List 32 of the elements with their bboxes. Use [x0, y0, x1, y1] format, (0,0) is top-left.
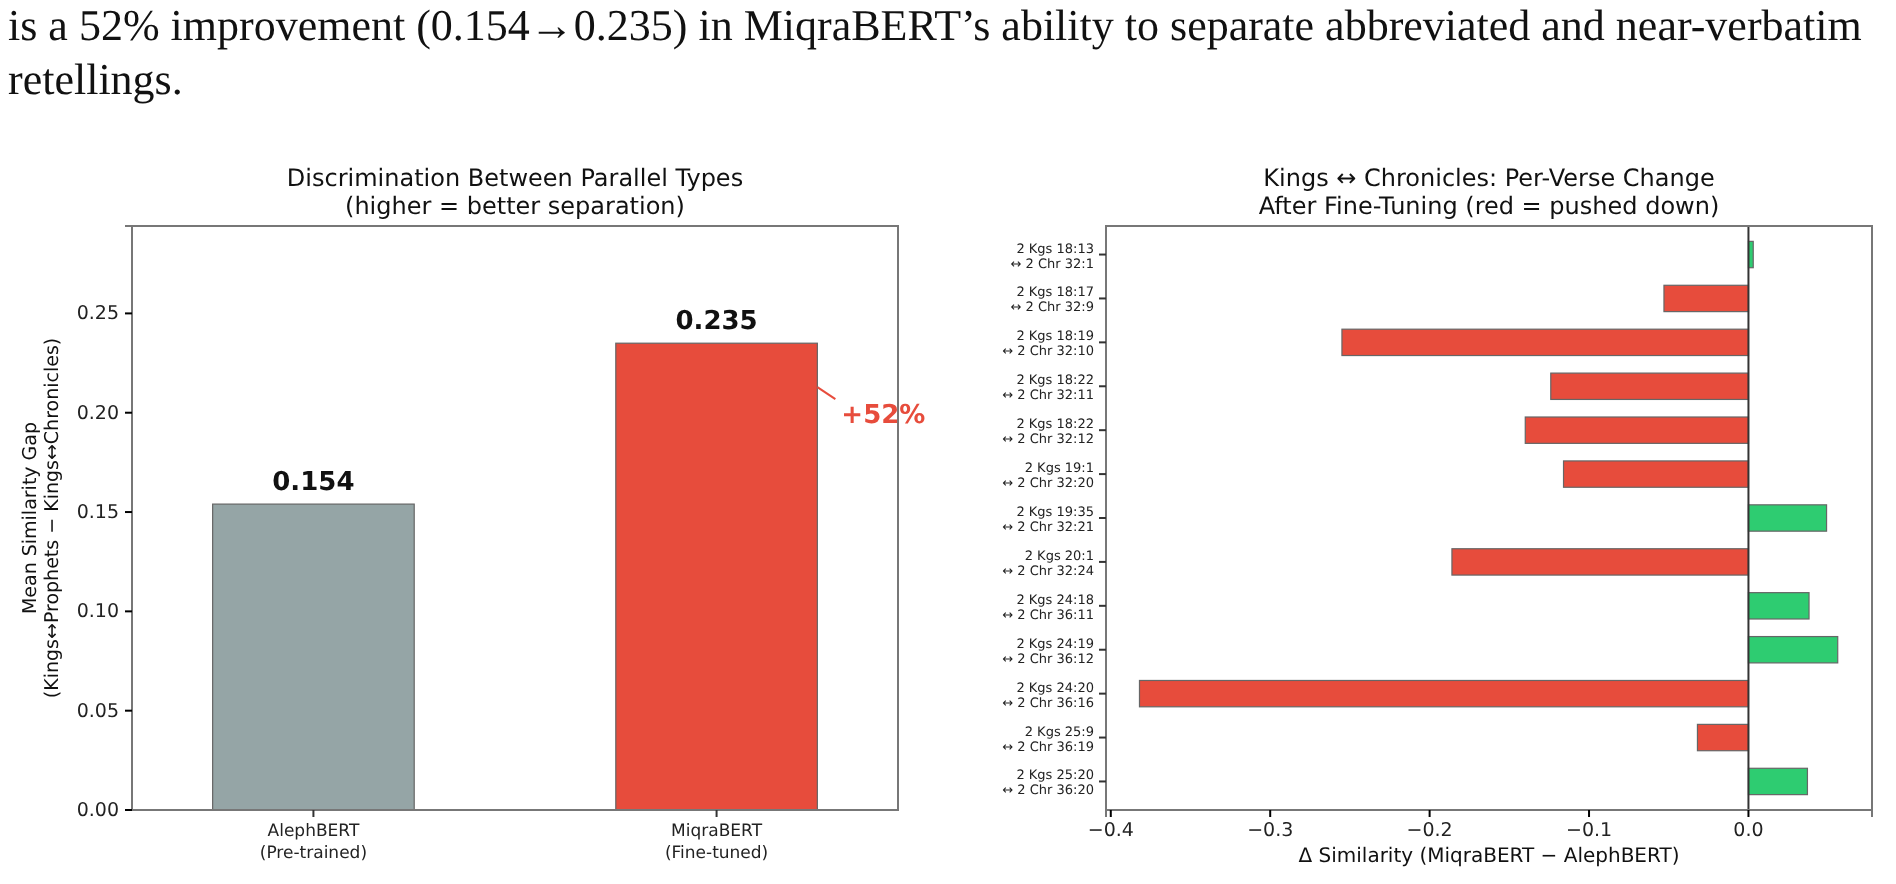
bar: [1747, 635, 1839, 664]
bar: [1524, 416, 1750, 444]
x-tick-label: −0.4: [1087, 820, 1134, 843]
x-tick-label: MiqraBERT (Fine-tuned): [664, 822, 769, 864]
y-tick-label: 0.15: [76, 502, 119, 525]
chart-title: Discrimination Between Parallel Types (higher = better separation): [286, 164, 744, 220]
y-tick-label: 0.05: [76, 700, 119, 723]
bar: [1696, 723, 1750, 752]
bar: [1747, 592, 1810, 620]
bar: [1562, 460, 1750, 488]
y-tick-label: 0.25: [76, 303, 119, 326]
bar: [1747, 504, 1828, 532]
bar: [1747, 767, 1809, 796]
y-tick-label: 0.00: [76, 800, 119, 823]
x-tick-label: AlephBERT (Pre-trained): [259, 822, 368, 864]
chart-title: Kings ↔ Chronicles: Per-Verse Change After Fine-Tuning (red = pushed down): [1258, 164, 1720, 220]
x-tick-label: −0.3: [1247, 820, 1294, 843]
bar: [1663, 284, 1750, 313]
data-label: 0.235: [675, 307, 758, 338]
text: is a 52% improvement (0.154→0.235) in MiqraBERT’s ability to separate abbreviated and near-verbatim retellings.: [8, 0, 1862, 104]
y-axis-title: Mean Similarity Gap (Kings↔Prophets − Kings↔Chronicles): [20, 337, 64, 699]
bar: [1341, 328, 1750, 357]
bar: [1451, 548, 1750, 576]
y-tick-label: 0.20: [76, 402, 119, 425]
data-label: 0.154: [272, 468, 355, 499]
x-axis-title: Δ Similarity (MiqraBERT − AlephBERT): [1298, 846, 1680, 868]
x-tick-label: −0.1: [1565, 820, 1613, 843]
x-tick-label: −0.2: [1406, 820, 1453, 843]
y-tick-label: 0.10: [76, 601, 119, 624]
x-tick-label: 0.0: [1733, 820, 1764, 843]
bar: [1138, 679, 1750, 708]
bar: [1550, 372, 1750, 401]
